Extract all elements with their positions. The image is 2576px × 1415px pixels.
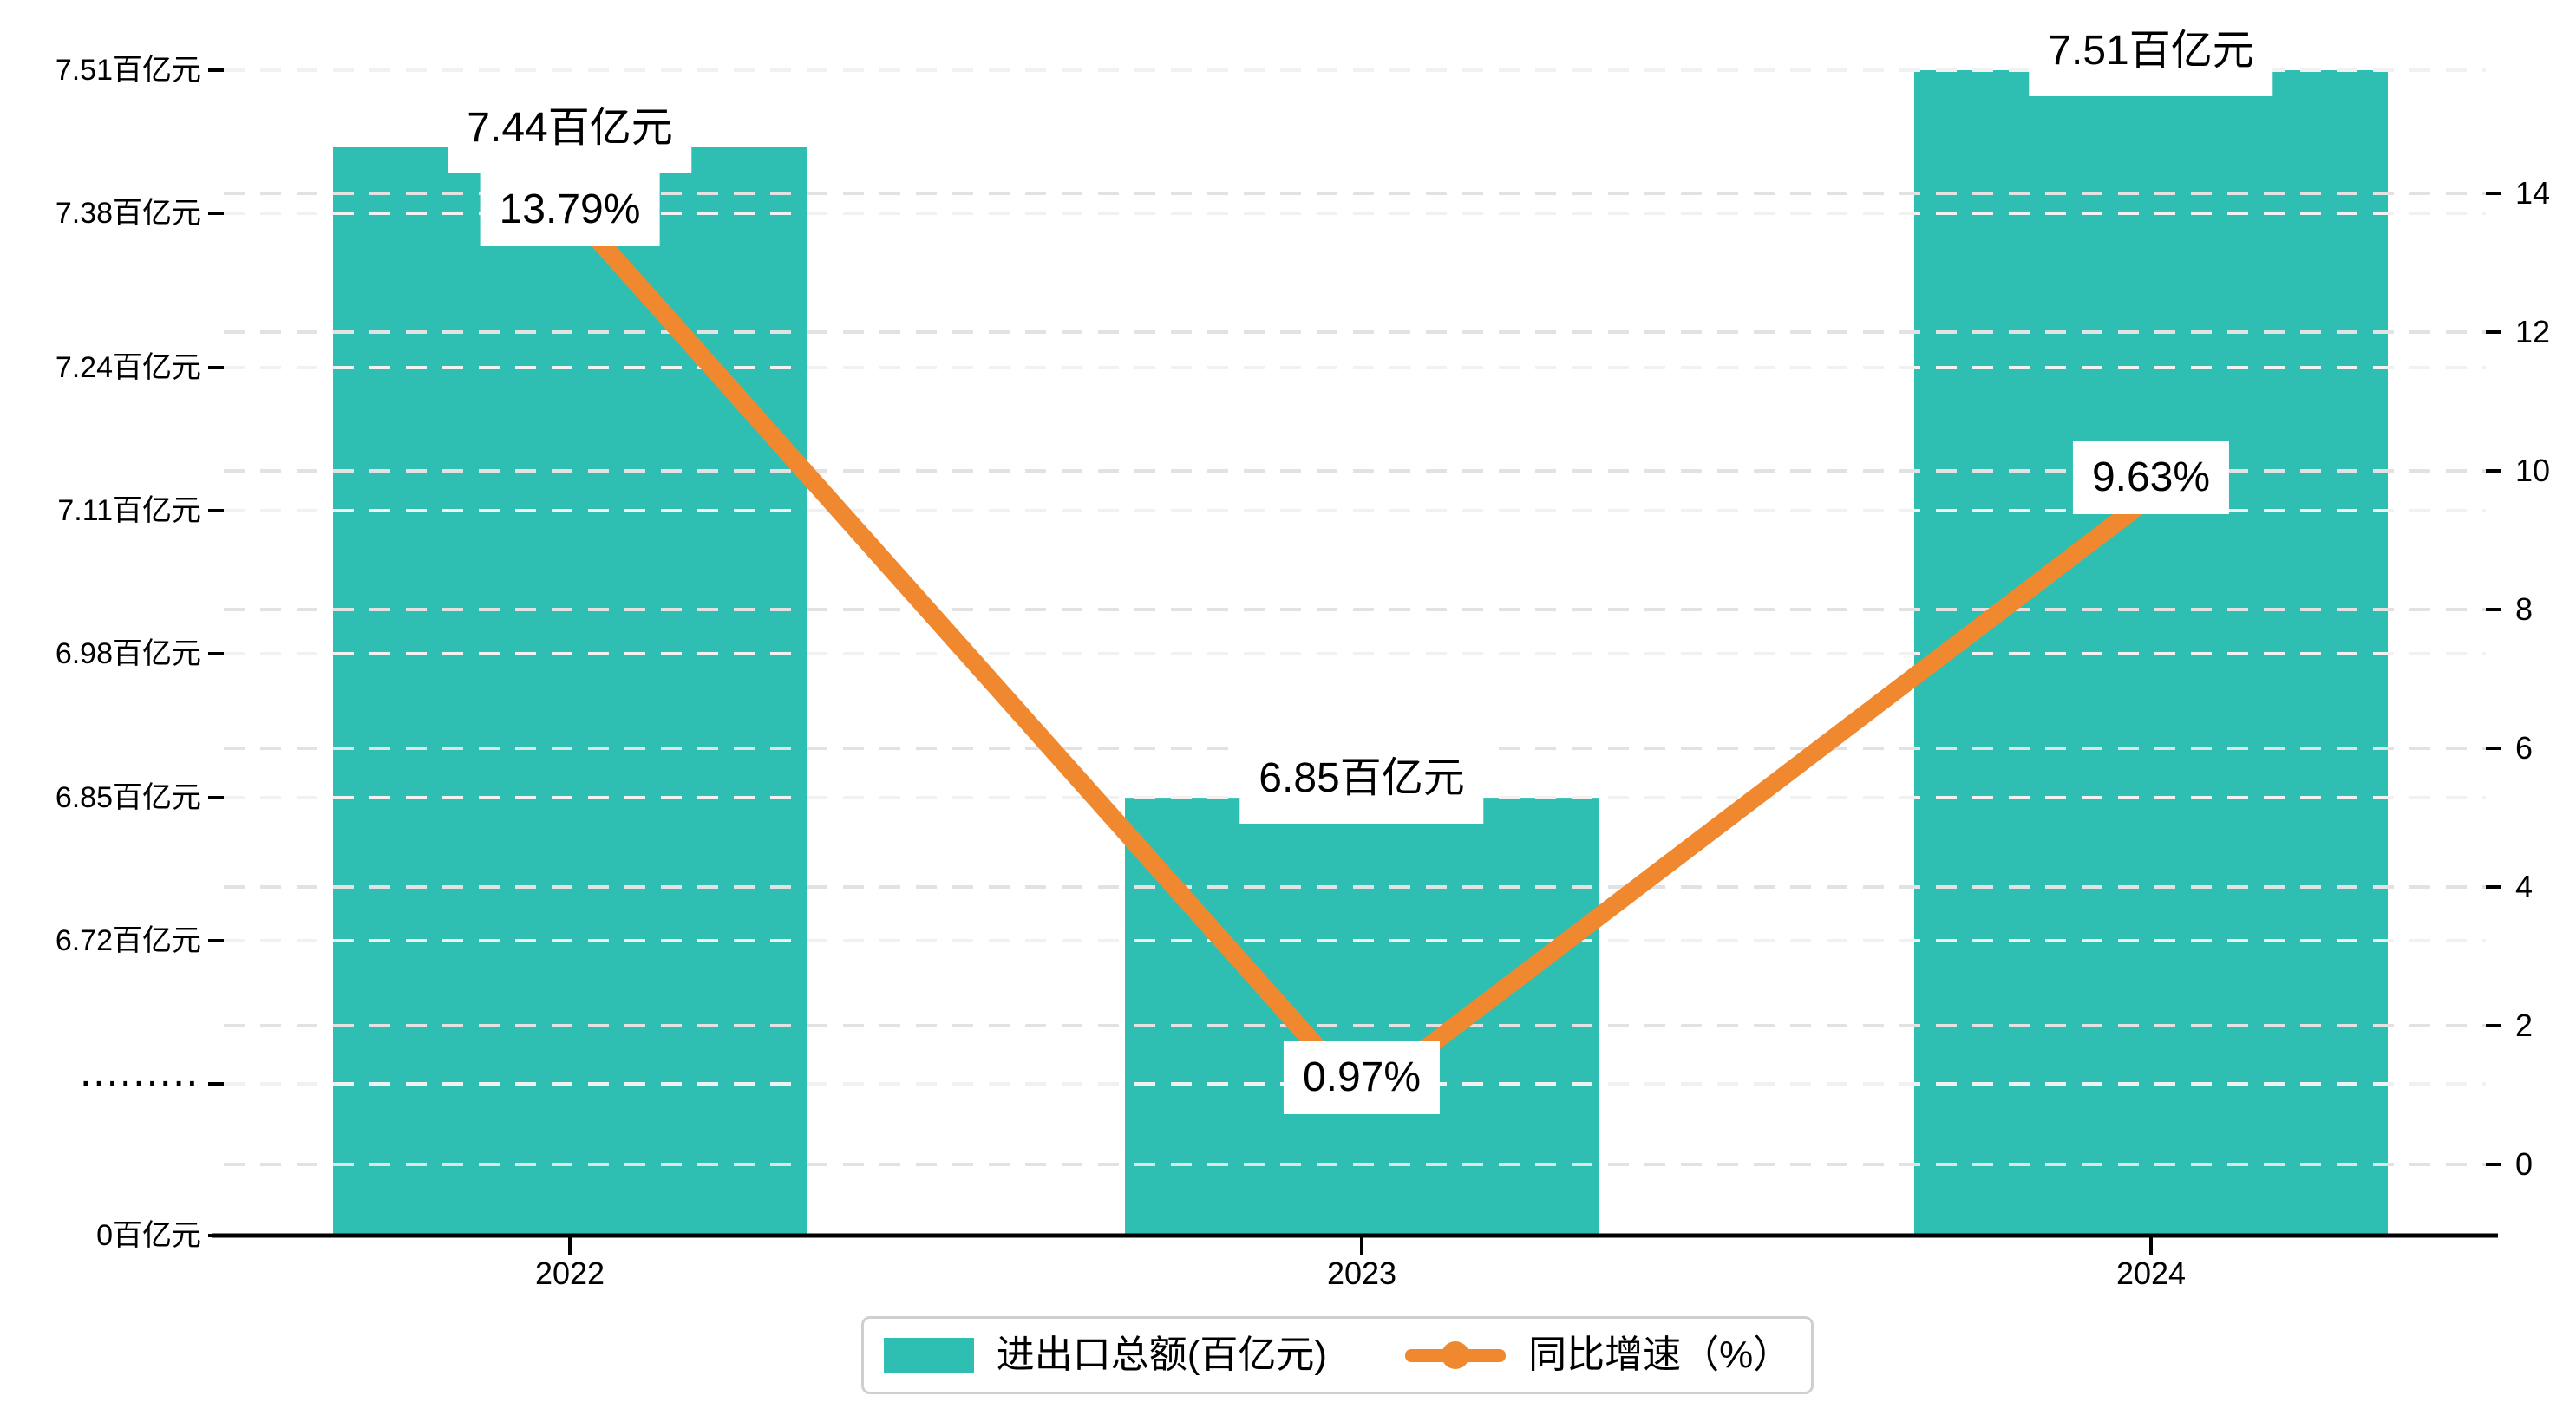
left-axis-tick-label: 7.11百亿元: [57, 494, 201, 527]
left-axis-tick-label: 7.24百亿元: [55, 351, 201, 384]
left-axis-tick-label: ·········: [82, 1067, 201, 1100]
left-axis-tick-label: 6.85百亿元: [55, 781, 201, 814]
right-axis-tick-label: 0: [2515, 1146, 2534, 1182]
line-value-label-2023: 0.97%: [1283, 1041, 1441, 1115]
left-axis-tick-label: 0百亿元: [96, 1219, 201, 1252]
right-axis-tick-label: 8: [2515, 591, 2534, 627]
right-axis-tick-label: 12: [2515, 314, 2551, 349]
bar-value-label-2022: 7.44百亿元: [448, 82, 692, 173]
right-axis-tick-label: 10: [2515, 453, 2551, 488]
legend: 进出口总额(百亿元) 同比增速（%）: [861, 1316, 1814, 1394]
x-axis-label-2022: 2022: [534, 1255, 605, 1291]
legend-bar-label: 进出口总额(百亿元): [996, 1333, 1328, 1376]
left-axis-tick-label: 7.38百亿元: [55, 197, 201, 230]
line-value-label-2024: 9.63%: [2072, 440, 2230, 514]
left-axis-tick-label: 6.72百亿元: [55, 924, 201, 957]
bar-value-label-2024: 7.51百亿元: [2029, 6, 2273, 96]
left-axis-tick-label: 6.98百亿元: [55, 637, 201, 670]
bar-2023[interactable]: [1125, 798, 1599, 1236]
x-axis-label-2023: 2023: [1326, 1255, 1397, 1291]
legend-item-line[interactable]: 同比增速（%）: [1405, 1334, 1791, 1376]
line-series-marker: [1405, 1334, 1507, 1376]
line-value-label-2022: 13.79%: [480, 173, 660, 246]
left-axis-tick-label: 7.51百亿元: [55, 54, 201, 87]
bar-series-swatch: [883, 1338, 974, 1373]
x-axis-label-2024: 2024: [2115, 1255, 2187, 1291]
right-axis-tick-label: 4: [2515, 869, 2534, 904]
legend-item-bar[interactable]: 进出口总额(百亿元): [883, 1333, 1328, 1376]
right-axis-tick-label: 2: [2515, 1007, 2534, 1043]
right-axis-tick-label: 6: [2515, 730, 2534, 766]
line-marker-dot-icon: [1442, 1341, 1470, 1369]
right-axis-tick-label: 14: [2515, 175, 2551, 211]
bar-2022[interactable]: [333, 147, 807, 1236]
bar-value-label-2023: 6.85百亿元: [1239, 734, 1484, 825]
legend-line-label: 同比增速（%）: [1528, 1333, 1792, 1376]
